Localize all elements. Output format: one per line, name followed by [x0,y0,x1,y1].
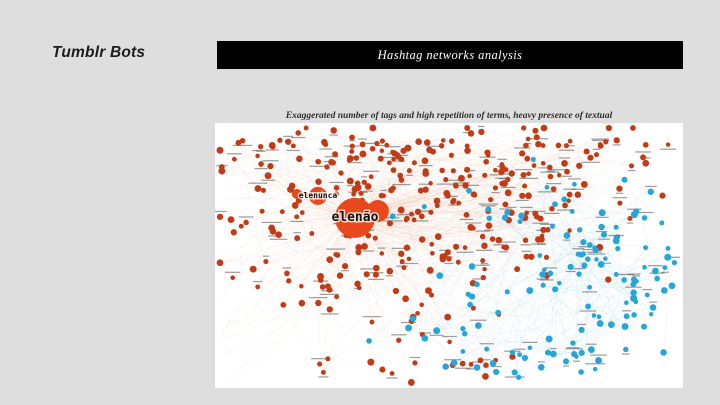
hashtag-network-figure [215,123,683,388]
network-graph-canvas [215,123,683,388]
banner-title: Hashtag networks analysis [377,47,523,62]
slide-title: Tumblr Bots [52,44,146,61]
section-banner: Hashtag networks analysis [217,41,683,69]
subtitle-line-1: Exaggerated number of tags and high repe… [285,110,613,121]
